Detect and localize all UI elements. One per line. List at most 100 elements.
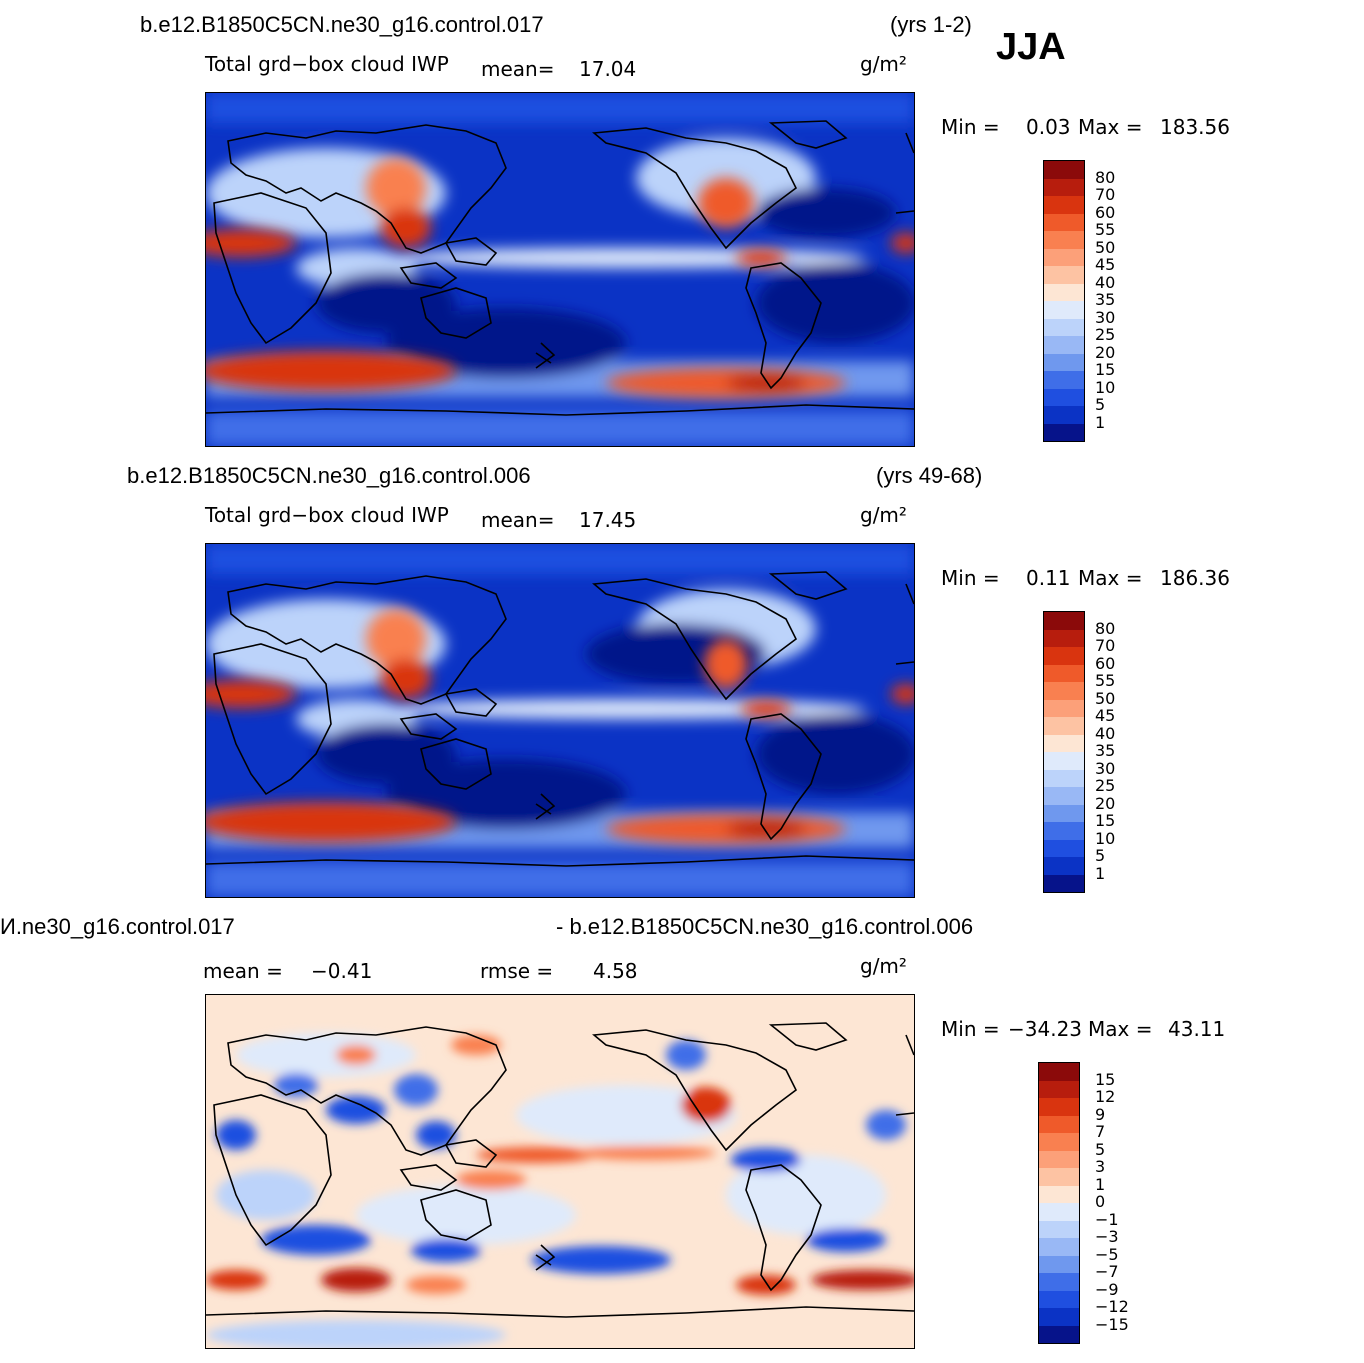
colorbar-tick-label: 20: [1095, 342, 1116, 362]
case-name-top: b.e12.B1850C5CN.ne30_g16.control.017: [140, 12, 544, 37]
min-label-diff: Min =: [941, 1017, 1000, 1041]
colorbar-swatch: [1039, 1115, 1079, 1133]
years-top: (yrs 1-2): [890, 12, 972, 37]
colorbar-swatch: [1044, 647, 1084, 665]
colorbar-swatch: [1044, 336, 1084, 354]
max-label-diff: Max =: [1088, 1017, 1153, 1041]
colorbar-tick-label: 25: [1095, 325, 1116, 344]
colorbar-tick-label: 3: [1095, 1157, 1106, 1176]
colorbar-swatch: [1039, 1168, 1079, 1186]
colorbar-tick-label: 40: [1095, 272, 1116, 292]
colorbar-swatch: [1044, 353, 1084, 371]
colorbar-swatch: [1044, 248, 1084, 266]
colorbar-tick-label: 45: [1095, 706, 1116, 725]
colorbar-tick-label: 30: [1095, 307, 1116, 327]
colorbar-swatch: [1044, 874, 1084, 892]
colorbar-tick-label: 50: [1095, 237, 1116, 257]
colorbar-tick-label: 45: [1095, 255, 1116, 274]
max-label-top: Max =: [1078, 115, 1143, 139]
colorbar-tick-label: 35: [1095, 290, 1116, 309]
max-value-middle: 186.36: [1160, 566, 1230, 590]
colorbar-swatch: [1044, 266, 1084, 284]
colorbar-swatch: [1044, 231, 1084, 249]
colorbar-swatch: [1044, 178, 1084, 196]
colorbar-swatch: [1044, 822, 1084, 840]
colorbar-tick-label: 50: [1095, 688, 1116, 708]
colorbar-swatch: [1039, 1255, 1079, 1273]
colorbar-swatch: [1044, 213, 1084, 231]
colorbar-tick-label: 35: [1095, 741, 1116, 760]
colorbar-tick-label: −1: [1095, 1209, 1119, 1229]
colorbar-swatch: [1044, 804, 1084, 822]
colorbar-tick-label: 15: [1095, 811, 1116, 830]
units-middle: g/m²: [860, 503, 907, 527]
colorbar-swatch: [1044, 699, 1084, 717]
colorbar-tick-label: 80: [1095, 618, 1116, 638]
colorbar-tick-label: −3: [1095, 1227, 1119, 1246]
colorbar-middle: [1043, 611, 1085, 893]
colorbar-tick-label: 12: [1095, 1087, 1116, 1106]
colorbar-tick-label: 60: [1095, 653, 1116, 673]
case-name-diff-right: - b.e12.B1850C5CN.ne30_g16.control.006: [556, 914, 974, 939]
colorbar-tick-label: 10: [1095, 828, 1116, 848]
min-value-middle: 0.11: [1026, 566, 1071, 590]
case-name-diff-left: И.ne30_g16.control.017: [0, 914, 235, 939]
variable-name-middle: Total grd−box cloud IWP: [205, 503, 449, 527]
mean-value-diff: −0.41: [311, 959, 373, 983]
colorbar-tick-label: 1: [1095, 863, 1106, 883]
colorbar-swatch: [1044, 318, 1084, 336]
colorbar-swatch: [1044, 682, 1084, 700]
colorbar-swatch: [1044, 717, 1084, 735]
colorbar-tick-label: 30: [1095, 758, 1116, 778]
colorbar-swatch: [1039, 1098, 1079, 1116]
colorbar-tick-label: 5: [1095, 395, 1106, 414]
variable-name-top: Total grd−box cloud IWP: [205, 52, 449, 76]
colorbar-tick-label: 15: [1095, 360, 1116, 379]
max-label-middle: Max =: [1078, 566, 1143, 590]
colorbar-tick-label: −12: [1095, 1297, 1129, 1316]
colorbar-swatch: [1044, 787, 1084, 805]
units-top: g/m²: [860, 52, 907, 76]
mean-label-top: mean=: [481, 57, 555, 81]
season-label: JJA: [996, 26, 1066, 68]
colorbar-tick-label: 7: [1095, 1122, 1106, 1141]
colorbar-tick-label: 60: [1095, 202, 1116, 222]
colorbar-tick-label: 40: [1095, 723, 1116, 743]
colorbar-swatch: [1039, 1325, 1079, 1343]
colorbar-swatch: [1044, 734, 1084, 752]
colorbar-tick-label: 80: [1095, 167, 1116, 187]
colorbar-swatch: [1039, 1308, 1079, 1326]
colorbar-swatch: [1039, 1150, 1079, 1168]
rmse-value-diff: 4.58: [593, 959, 638, 983]
map-panel-difference: [205, 994, 915, 1349]
colorbar-tick-label: 55: [1095, 220, 1116, 239]
max-value-diff: 43.11: [1168, 1017, 1226, 1041]
colorbar-swatch: [1044, 196, 1084, 214]
colorbar-swatch: [1044, 371, 1084, 389]
colorbar-swatch: [1039, 1080, 1079, 1098]
rmse-label-diff: rmse =: [480, 959, 554, 983]
colorbar-swatch: [1044, 423, 1084, 441]
colorbar-swatch: [1044, 406, 1084, 424]
colorbar-tick-label: 9: [1095, 1104, 1106, 1124]
mean-label-middle: mean=: [481, 508, 555, 532]
colorbar-tick-label: 70: [1095, 185, 1116, 204]
colorbar-swatch: [1044, 301, 1084, 319]
mean-label-diff: mean =: [203, 959, 283, 983]
colorbar-tick-label: 5: [1095, 846, 1106, 865]
colorbar-swatch: [1039, 1185, 1079, 1203]
colorbar-tick-label: −5: [1095, 1244, 1119, 1264]
colorbar-swatch: [1044, 283, 1084, 301]
colorbar-top: [1043, 160, 1085, 442]
colorbar-tick-label: 55: [1095, 671, 1116, 690]
mean-value-middle: 17.45: [579, 508, 637, 532]
colorbar-swatch: [1044, 857, 1084, 875]
min-value-diff: −34.23: [1008, 1017, 1083, 1041]
colorbar-tick-label: 20: [1095, 793, 1116, 813]
case-name-middle: b.e12.B1850C5CN.ne30_g16.control.006: [127, 463, 531, 488]
colorbar-swatch: [1039, 1290, 1079, 1308]
colorbar-tick-label: 1: [1095, 412, 1106, 432]
colorbar-swatch: [1044, 752, 1084, 770]
colorbar-tick-label: −15: [1095, 1314, 1129, 1334]
min-label-top: Min =: [941, 115, 1000, 139]
